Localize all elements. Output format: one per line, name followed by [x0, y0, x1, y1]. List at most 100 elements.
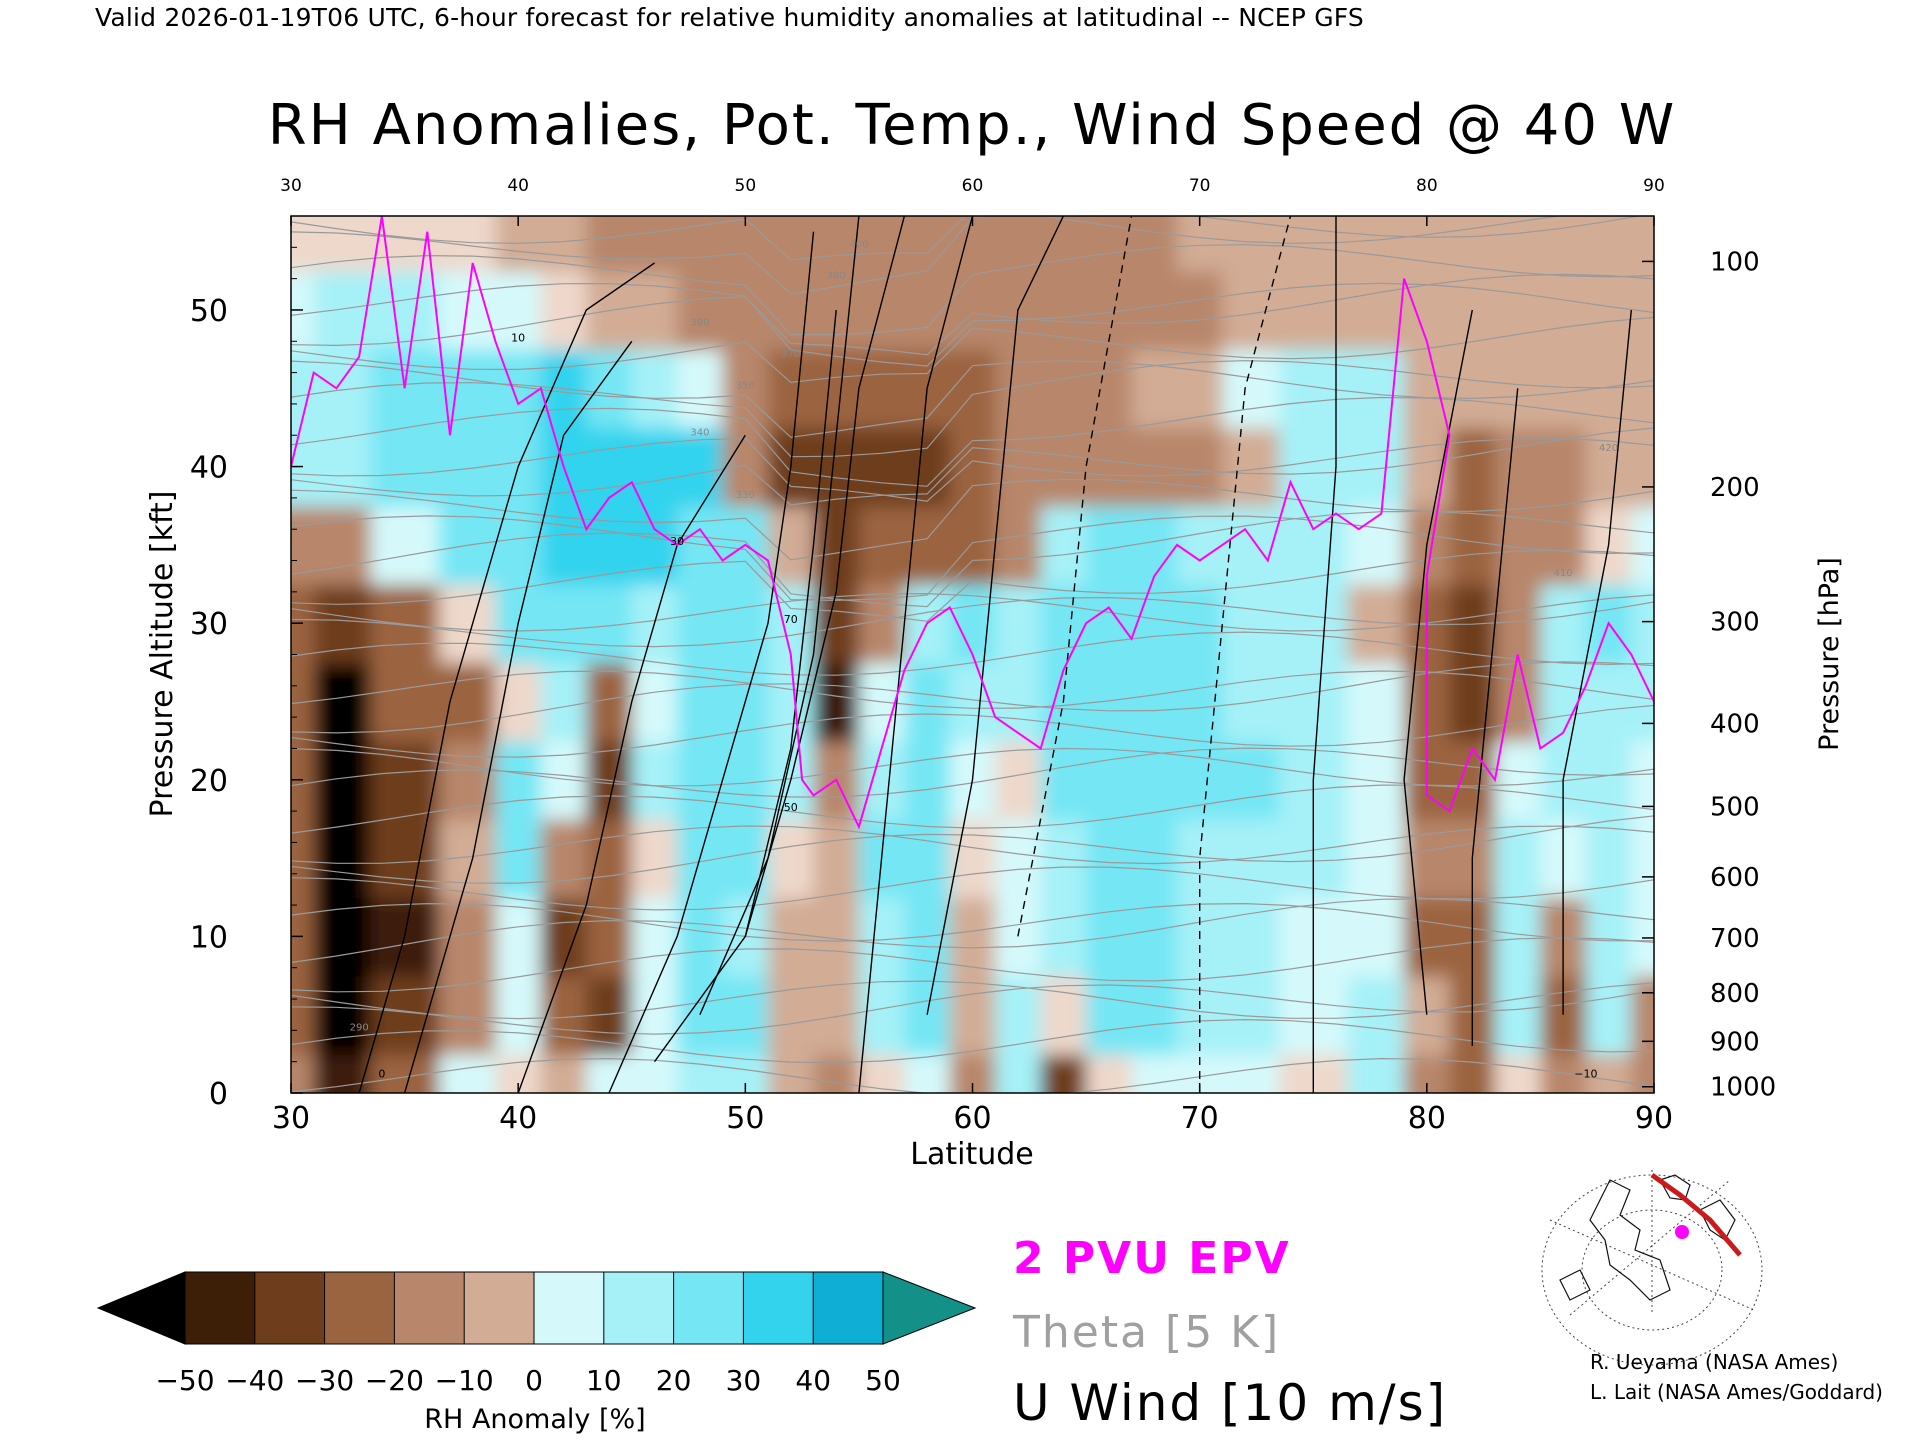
rh-cell: [1585, 975, 1633, 1055]
wind-contour: [1562, 309, 1632, 1015]
rh-cell: [995, 662, 1042, 742]
colorbar-box: [742, 1271, 815, 1345]
theta-contour: [291, 866, 1654, 911]
rh-cell: [631, 216, 679, 272]
rh-cell: [438, 270, 497, 351]
rh-cell: [1347, 975, 1406, 1055]
rh-cell: [768, 270, 815, 351]
rh-cell: [1494, 427, 1542, 507]
colorbar-box: [603, 1271, 675, 1345]
colorbar: −50 −40 −30 −20 −10 0 10 20 30 40 50: [96, 1271, 977, 1397]
colorbar-box: [533, 1271, 605, 1345]
rh-cell: [1347, 1053, 1406, 1093]
rh-cell: [1585, 216, 1633, 272]
rh-cell: [949, 897, 997, 977]
y-axis-label-right: Pressure [hPa]: [1814, 557, 1845, 751]
rh-cell: [1086, 216, 1133, 272]
theta-contour: [291, 244, 1654, 336]
rh-cell: [1585, 662, 1633, 742]
wind-contour: [926, 216, 1065, 1015]
x-tick-top-label: 80: [1416, 176, 1438, 196]
colorbar-over-arrow: [882, 1271, 977, 1345]
rh-cell: [1131, 349, 1178, 429]
rh-cell: [1585, 270, 1633, 351]
rh-cell: [540, 1053, 588, 1093]
rh-cell: [813, 216, 860, 272]
rh-cell: [768, 975, 815, 1055]
rh-cell: [1131, 662, 1178, 742]
rh-cell: [1449, 216, 1496, 272]
theta-contour: [291, 316, 1654, 384]
rh-cell: [1347, 505, 1406, 586]
colorbar-box: [393, 1271, 466, 1345]
theta-contour: [291, 815, 1654, 884]
rh-cell: [1404, 897, 1451, 977]
rh-cell: [995, 897, 1042, 977]
rh-cell: [1449, 505, 1496, 586]
rh-cell: [1494, 975, 1542, 1055]
wind-contour-label: 10: [511, 331, 525, 344]
theta-contour: [291, 902, 1654, 942]
rh-cell: [858, 584, 906, 664]
route-line: [1650, 1172, 1742, 1257]
rh-cell: [370, 818, 440, 899]
pressure-tick-label: 400: [1710, 709, 1760, 739]
rh-cell: [904, 270, 951, 351]
rh-cell: [1347, 740, 1406, 820]
theta-contour: [291, 549, 1654, 622]
rh-cell: [1347, 897, 1406, 977]
rh-cell: [1631, 740, 1654, 820]
rh-cell: [677, 662, 724, 742]
colorbar-tick-label: 40: [795, 1364, 831, 1397]
rh-cell: [1040, 1053, 1088, 1093]
rh-cell: [1176, 740, 1224, 820]
rh-cell: [495, 740, 542, 820]
rh-cell: [1631, 270, 1654, 351]
colorbar-box: [812, 1271, 885, 1345]
colorbar-label: RH Anomaly [%]: [424, 1404, 645, 1435]
legend-entry: 2 PVU EPV: [1013, 1233, 1291, 1284]
x-tick-top-label: 30: [280, 176, 302, 196]
theta-contour: [291, 216, 1564, 261]
rh-cell: [1585, 897, 1633, 977]
rh-cell: [904, 1053, 951, 1093]
rh-cell: [1494, 897, 1542, 977]
rh-cell: [1449, 740, 1496, 820]
rh-cell: [1086, 349, 1133, 429]
rh-cell: [1631, 975, 1654, 1055]
theta-contour-label: 330: [736, 490, 755, 501]
rh-cell: [1040, 270, 1088, 351]
rh-cell: [313, 662, 372, 742]
rh-cell: [495, 975, 542, 1055]
y-axis-label: Pressure Altitude [kft]: [145, 491, 180, 818]
rh-cell: [495, 897, 542, 977]
rh-cell: [1347, 427, 1406, 507]
y-tick-label: 10: [190, 920, 228, 955]
y-tick-label: 40: [190, 451, 228, 486]
rh-cell: [1086, 427, 1133, 507]
colorbar-box: [324, 1271, 396, 1345]
rh-cell: [1279, 584, 1349, 664]
pressure-tick-label: 100: [1710, 247, 1760, 277]
colorbar-tick-label: −40: [225, 1364, 284, 1397]
pressure-tick-label: 1000: [1710, 1073, 1776, 1103]
pressure-tick-label: 200: [1710, 473, 1760, 503]
x-tick-top-label: 40: [507, 176, 529, 196]
rh-cell: [768, 216, 815, 272]
rh-cell: [677, 975, 724, 1055]
rh-cell: [1585, 1053, 1633, 1093]
colorbar-box: [254, 1271, 326, 1345]
rh-cell: [1040, 216, 1088, 272]
rh-cell: [995, 818, 1042, 899]
rh-cell: [631, 427, 679, 507]
rh-cell: [1631, 584, 1654, 664]
rh-cell: [1631, 897, 1654, 977]
rh-cell: [313, 427, 372, 507]
rh-cell: [586, 818, 633, 899]
rh-cell: [1631, 662, 1654, 742]
credit-line-2: L. Lait (NASA Ames/Goddard): [1590, 1380, 1883, 1404]
rh-cell: [1222, 1053, 1281, 1093]
rh-cell: [1222, 584, 1281, 664]
pressure-tick-label: 800: [1710, 979, 1760, 1009]
